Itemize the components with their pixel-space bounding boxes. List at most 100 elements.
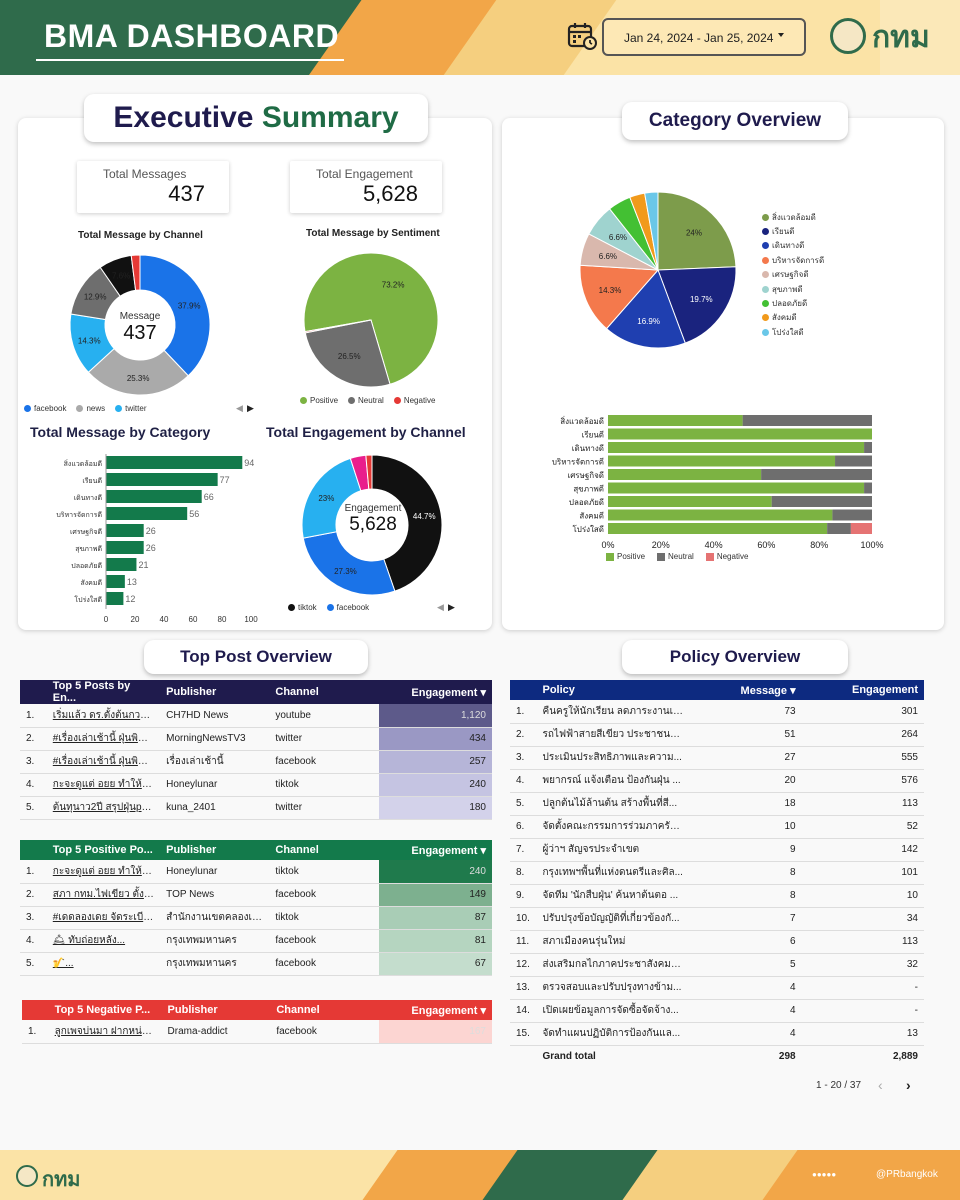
table-row[interactable]: 2. รถไฟฟ้าสายสีเขียว ประชาชนต์... 51 264 [510,723,924,746]
table-cell[interactable]: ต้นทุนาว2ปี สรุปฝุ่นpm2,... [47,796,160,819]
sentiment-pie-chart: 73.2%26.5% [296,248,446,393]
table-row[interactable]: 1.เริ่มแล้ว ดร.ตั้งต้นกวดสินฯ...CH7HD Ne… [20,704,492,727]
table-row[interactable]: 6. จัดตั้งคณะกรรมการร่วมภาครัฐแ... 10 52 [510,815,924,838]
table-row[interactable]: 3. ประเมินประสิทธิภาพและความ... 27 555 [510,746,924,769]
column-header[interactable]: Channel [269,680,378,704]
table-cell[interactable]: #เรื่องเล่าเช้านี้ ฝุ่นพิษ PM 2... [47,750,160,773]
table-row[interactable]: 5. ต้นทุนาว2ปี สรุปฝุ่นpm2,... kuna_2401 tw… [20,796,492,819]
grand-total-row: Grand total 298 2,889 [510,1045,924,1068]
stacked-bar-segment [608,510,832,521]
slice-label: 73.2% [382,280,405,289]
table-row[interactable]: 10. ปรับปรุงข้อบัญญัติที่เกี่ยวข้องกั... 7… [510,907,924,930]
table-cell[interactable]: 🎷㇫... [47,952,160,975]
table-row[interactable]: 8. กรุงเทพฯพื้นที่แห่งดนตรีและศิล... 8 101 [510,861,924,884]
table-row[interactable]: 1.กะจะดูแต่ อยย ทำให้ได้เจอ...Honeylunar… [20,860,492,883]
table-cell[interactable]: ลูกเพจบ่นมา ฝากหน่วยงาน... [49,1020,162,1043]
table-cell: facebook [270,1020,379,1043]
category-label: สิ่งแวดล้อมดี [64,459,102,468]
legend-prev-icon[interactable]: ◀ [437,602,444,613]
category-label: บริหารจัดการดี [552,458,604,467]
table-cell: เรื่องเล่าเช้านี้ [160,750,269,773]
column-header[interactable]: Publisher [162,1000,271,1020]
category-label: เดินทางดี [74,494,102,502]
column-header[interactable]: Channel [270,1000,379,1020]
table-cell: facebook [269,883,378,906]
table-row[interactable]: 13. ตรวจสอบและปรับปรุงทางข้าม... 4- [510,976,924,999]
legend-next-icon[interactable]: ▶ [247,403,254,414]
value-label: 56 [189,509,199,519]
table-row[interactable]: 12. ส่งเสริมกลไกภาคประชาสังคมสุข... 5 32 [510,953,924,976]
tick-label: 80 [218,615,227,624]
column-header[interactable]: Channel [269,840,378,860]
calendar-icon[interactable] [566,20,598,52]
table-cell: 167 [379,1020,492,1043]
table-row[interactable]: 1. คืนครูให้นักเรียน ลดภาระงานเอ... 73 301 [510,700,924,723]
table-row[interactable]: 4. พยากรณ์ แจ้งเตือน ป้องกันฝุ่น ... 20 576 [510,769,924,792]
column-header[interactable]: Message ▾ [689,680,801,700]
table-cell[interactable]: กะจะดูแต่ อยย ทำให้ได้เจอ... [47,773,160,796]
table-cell[interactable]: กะจะดูแต่ อยย ทำให้ได้เจอ... [47,860,160,883]
table-row[interactable]: 3.#เรื่องเล่าเช้านี้ ฝุ่นพิษ PM 2...เรื่… [20,750,492,773]
column-header[interactable]: Publisher [160,680,269,704]
column-header[interactable]: Engagement [802,680,924,700]
stacked-bar-segment [608,429,872,440]
table-row[interactable]: 1.ลูกเพจบ่นมา ฝากหน่วยงาน...Drama-addict… [22,1020,492,1043]
table-cell: 3. [20,750,47,773]
table-cell: 10. [510,907,537,930]
table-row[interactable]: 4.กะจะดูแต่ อยย ทำให้ได้เจอ...Honeylunar… [20,773,492,796]
table-row[interactable]: 15. จัดทำแผนปฏิบัติการป้องกันแล... 4 13 [510,1022,924,1045]
table-cell: twitter [269,727,378,750]
column-header[interactable]: Publisher [160,840,269,860]
next-page-icon[interactable]: › [906,1077,911,1093]
table-row[interactable]: 11. สภาเมืองคนรุ่นใหม่ 6 113 [510,930,924,953]
table-row[interactable]: 14. เปิดเผยข้อมูลการจัดซื้อจัดจ้าง... 4- [510,999,924,1022]
pagination-label: 1 - 20 / 37 [816,1080,861,1091]
table-cell: 9 [689,838,801,861]
column-header[interactable]: Top 5 Negative P... [49,1000,162,1020]
column-header[interactable]: Top 5 Positive Po... [47,840,160,860]
table-cell: 2. [510,723,537,746]
stacked-bar-segment [827,523,851,534]
chart-title: Total Message by Sentiment [306,228,440,239]
prev-page-icon[interactable]: ‹ [878,1077,883,1093]
bar [106,507,187,520]
table-cell: พยากรณ์ แจ้งเตือน ป้องกันฝุ่น ... [537,769,690,792]
table-row[interactable]: 2.#เรื่องเล่าเช้านี้ ฝุ่นพิษ PM 2...Morn… [20,727,492,750]
table-cell: ส่งเสริมกลไกภาคประชาสังคมสุข... [537,953,690,976]
table-cell[interactable]: สภา กทม.ไฟเขียว ตั้งกมธ... [47,883,160,906]
table-cell: Grand total [537,1045,690,1068]
policy-table: Policy Message ▾ Engagement 1. คืนครูให้นักเ… [510,680,924,1068]
engagement-legend: tiktok facebook [288,603,369,612]
value-label: 66 [204,492,214,502]
date-range-picker[interactable]: Jan 24, 2024 - Jan 25, 2024 [602,18,806,56]
table-row[interactable]: 7. ผู้ว่าฯ สัญจรประจำเขต 9 142 [510,838,924,861]
dropdown-arrow-icon[interactable] [778,33,784,37]
legend-prev-icon[interactable]: ◀ [236,403,243,414]
category-label: สังคมดี [80,579,102,587]
column-header[interactable]: Engagement ▾ [379,840,492,860]
table-cell: 4 [689,1022,801,1045]
table-cell[interactable]: #เรื่องเล่าเช้านี้ ฝุ่นพิษ PM 2... [47,727,160,750]
column-header[interactable]: Top 5 Posts by En... [47,680,160,704]
bma-logo-text: กทม [872,14,930,61]
table-cell[interactable]: 🛎 ทับถ่อยหลัง... [47,929,160,952]
table-row[interactable]: 5. ปลูกต้นไม้ล้านต้น สร้างพื้นที่สี... 18 1… [510,792,924,815]
table-header: Policy Message ▾ Engagement [510,680,924,700]
column-header[interactable]: Policy [537,680,690,700]
slice-label: 16.9% [637,317,660,326]
social-icons[interactable]: ●●●●● [812,1170,836,1179]
table-cell[interactable]: #เดดลองเดย จัดระเบียบ... [47,906,160,929]
table-row[interactable]: 4. 🛎 ทับถ่อยหลัง... กรุงเทพมหานคร facebook 8… [20,929,492,952]
column-header[interactable]: Engagement ▾ [379,1000,492,1020]
table-row[interactable]: 3. #เดดลองเดย จัดระเบียบ... สำนักงานเขตคลอ… [20,906,492,929]
legend-item: twitter [115,404,146,413]
legend-next-icon[interactable]: ▶ [448,602,455,613]
table-row[interactable]: 9. จัดทีม 'นักสืบฝุ่น' ค้นหาต้นตอ ... 8 10 [510,884,924,907]
value-label: 77 [220,475,230,485]
table-row[interactable]: 5. 🎷㇫... กรุงเทพมหานคร facebook 67 [20,952,492,975]
table-cell: 8. [510,861,537,884]
slice-label: 14.3% [599,286,622,295]
table-cell[interactable]: เริ่มแล้ว ดร.ตั้งต้นกวดสินฯ... [47,704,160,727]
table-row[interactable]: 2. สภา กทม.ไฟเขียว ตั้งกมธ... TOP News face… [20,883,492,906]
column-header[interactable]: Engagement ▾ [379,680,492,704]
